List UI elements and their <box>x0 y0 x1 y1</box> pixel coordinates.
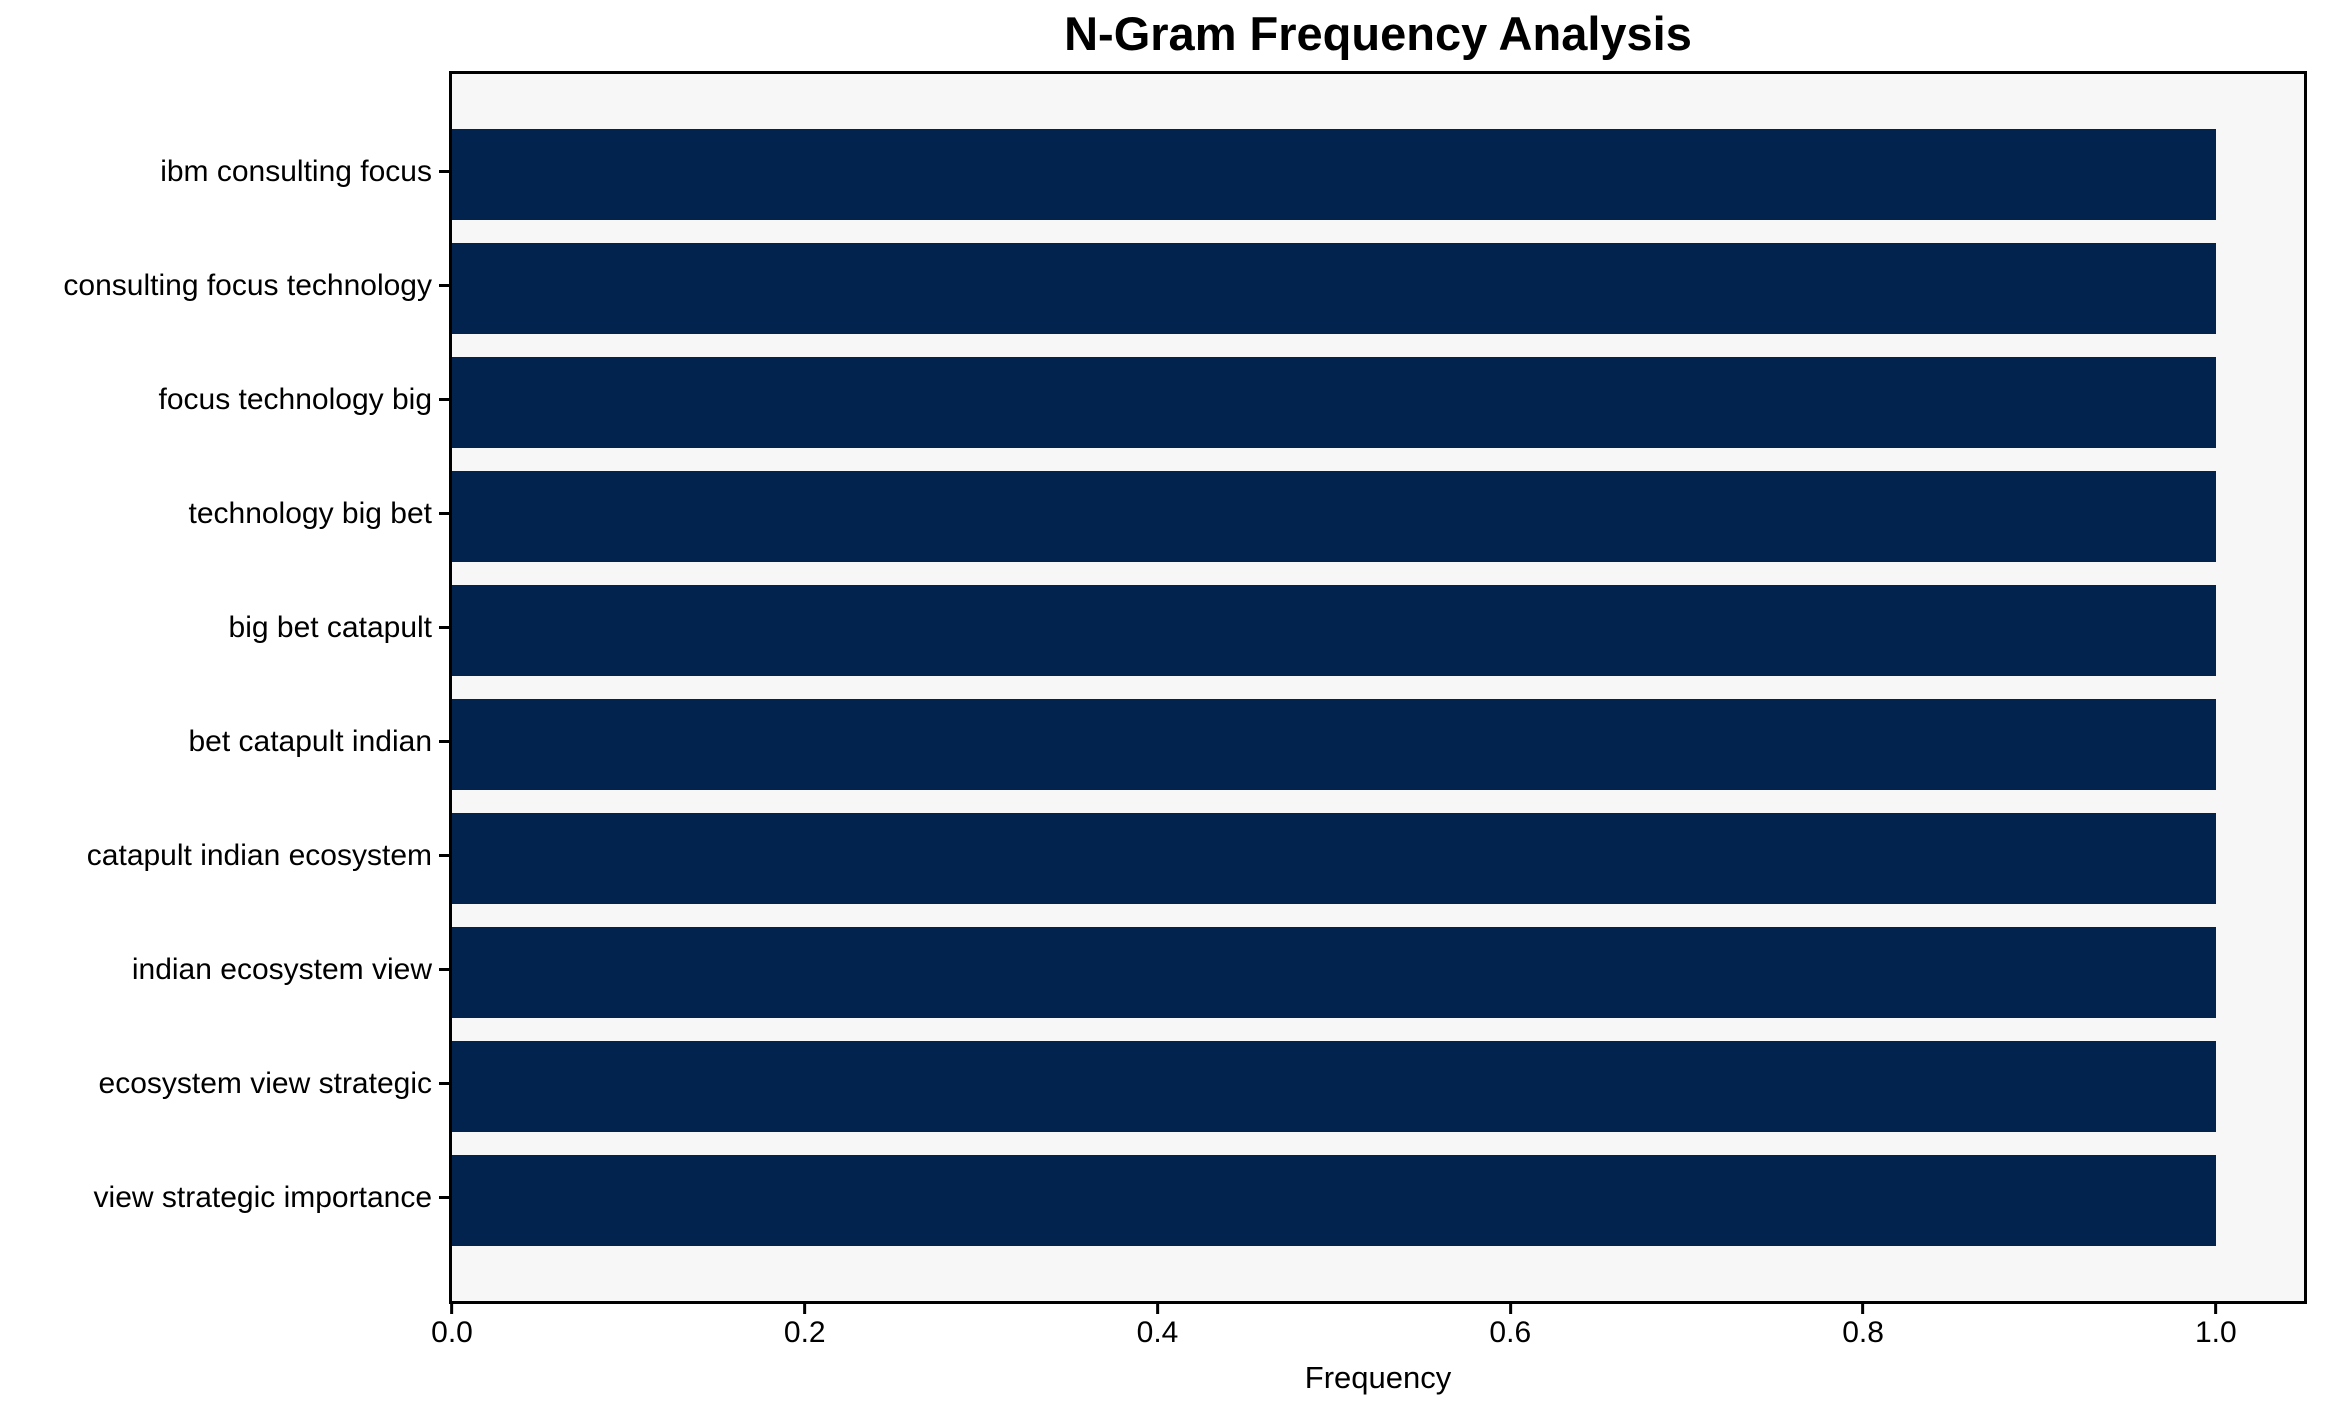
bar <box>452 813 2216 904</box>
x-tick-label: 0.6 <box>1489 1316 1532 1349</box>
y-tick-mark <box>439 170 449 173</box>
y-tick-label: focus technology big <box>158 382 432 416</box>
y-tick-label: indian ecosystem view <box>131 952 432 986</box>
y-tick-row: focus technology big <box>0 354 449 445</box>
y-tick-row: ibm consulting focus <box>0 126 449 217</box>
y-tick-label: big bet catapult <box>228 610 432 644</box>
y-tick-label: catapult indian ecosystem <box>86 838 432 872</box>
y-tick-label: view strategic importance <box>93 1180 432 1214</box>
y-tick-row: catapult indian ecosystem <box>0 810 449 901</box>
bar <box>452 1155 2216 1246</box>
chart-title: N-Gram Frequency Analysis <box>1064 7 1692 60</box>
y-tick-row: indian ecosystem view <box>0 924 449 1015</box>
x-tick-mark <box>1861 1304 1865 1314</box>
bar <box>452 243 2216 334</box>
y-tick-mark <box>439 1196 449 1199</box>
x-tick: 0.0 <box>431 1304 473 1348</box>
x-tick: 0.6 <box>1489 1304 1531 1348</box>
x-tick-label: 0.0 <box>431 1316 473 1349</box>
bar <box>452 585 2216 676</box>
bar-row <box>452 585 2304 676</box>
x-tick-label: 0.4 <box>1136 1316 1179 1349</box>
bar-row <box>452 357 2304 448</box>
bar-row <box>452 129 2304 220</box>
y-tick-row: bet catapult indian <box>0 696 449 787</box>
y-tick-row: technology big bet <box>0 468 449 559</box>
y-tick-mark <box>439 284 449 287</box>
y-tick-mark <box>439 968 449 971</box>
y-tick-mark <box>439 854 449 857</box>
y-tick-row: big bet catapult <box>0 582 449 673</box>
x-tick-label: 0.2 <box>783 1316 826 1349</box>
y-tick-mark <box>439 626 449 629</box>
y-tick-row: ecosystem view strategic <box>0 1038 449 1129</box>
x-tick: 0.4 <box>1136 1304 1179 1349</box>
bar <box>452 1041 2216 1132</box>
x-axis-ticks: 0.0 0.2 0.4 0.6 0.8 1.0 <box>431 1304 2304 1362</box>
x-tick-mark <box>803 1304 807 1314</box>
bar-row <box>452 1155 2304 1246</box>
y-tick-label: ibm consulting focus <box>160 154 432 188</box>
y-tick-mark <box>439 740 449 743</box>
bar-row <box>452 471 2304 562</box>
x-tick-mark <box>1508 1304 1512 1314</box>
y-tick-label: technology big bet <box>188 496 432 530</box>
y-tick-row: consulting focus technology <box>0 240 449 331</box>
y-tick-label: ecosystem view strategic <box>98 1066 432 1100</box>
x-tick: 0.8 <box>1842 1304 1884 1348</box>
x-tick-mark <box>450 1304 454 1314</box>
y-tick-mark <box>439 512 449 515</box>
bar-row <box>452 243 2304 334</box>
x-tick-mark <box>1156 1304 1160 1314</box>
y-tick-mark <box>439 1082 449 1085</box>
bar-row <box>452 699 2304 790</box>
y-tick-label: consulting focus technology <box>63 268 432 302</box>
bar-row <box>452 813 2304 904</box>
y-tick-mark <box>439 398 449 401</box>
x-tick: 0.2 <box>784 1304 826 1348</box>
bar <box>452 927 2216 1018</box>
bar <box>452 699 2216 790</box>
bar <box>452 471 2216 562</box>
y-tick-row: view strategic importance <box>0 1152 449 1243</box>
x-tick: 1.0 <box>2195 1304 2237 1348</box>
bar-row <box>452 927 2304 1018</box>
x-tick-mark <box>2214 1304 2218 1314</box>
x-tick-label: 1.0 <box>2194 1316 2237 1349</box>
y-axis-labels: ibm consulting focus consulting focus tec… <box>0 71 449 1304</box>
bars-container <box>452 74 2304 1301</box>
y-tick-label: bet catapult indian <box>188 724 432 758</box>
x-tick-label: 0.8 <box>1842 1316 1884 1349</box>
bar <box>452 357 2216 448</box>
bar-row <box>452 1041 2304 1132</box>
x-axis-label: Frequency <box>1304 1360 1452 1395</box>
bar <box>452 129 2216 220</box>
plot-area <box>449 71 2307 1304</box>
